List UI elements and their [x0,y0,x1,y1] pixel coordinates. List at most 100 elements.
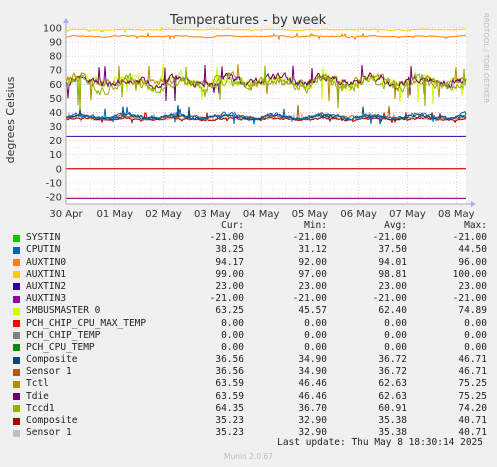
legend-max-value: 44.50 [458,244,487,256]
legend-swatch [13,332,20,340]
y-tick-label: -20 [46,192,62,203]
x-tick-label: 30 Apr [49,209,83,220]
legend-max-value: 40.71 [458,415,487,426]
y-tick-label: 30 [49,122,62,133]
legend-max-value: 46.71 [458,354,487,366]
y-tick-label: 20 [49,136,62,147]
legend-avg-value: 0.00 [384,329,407,341]
series-line [65,31,467,41]
legend-min-value: 46.46 [298,378,327,390]
legend-cur-value: 63.59 [215,378,244,390]
y-tick-label: 70 [49,66,62,77]
legend-max-value: 0.00 [464,329,487,341]
legend-cur-value: 64.35 [215,402,244,414]
legend-min-value: 31.12 [298,244,327,256]
legend-min-value: 23.00 [298,280,327,292]
legend-avg-value: 62.40 [378,305,407,317]
x-tick-label: 06 May [340,209,377,220]
legend-cur-value: 35.23 [215,427,244,439]
legend-row: Tdie 63.59 46.46 62.63 75.25 [12,391,496,403]
legend-avg-value: 94.01 [378,256,407,268]
legend-swatch [13,234,20,242]
legend-row: AUXTIN2 23.00 23.00 23.00 23.00 [12,281,496,293]
legend-series-name: Sensor 1 [26,366,72,378]
legend-rows: SYSTIN -21.00 -21.00 -21.00 -21.00 CPUTIN 38.2… [12,232,496,439]
legend-avg-value: 98.81 [378,268,407,280]
y-tick-label: 0 [56,164,62,175]
legend-min-value: -21.00 [292,293,327,305]
legend-swatch [13,259,20,267]
legend-avg-value: 23.00 [378,280,407,292]
legend-row: AUXTIN3 -21.00 -21.00 -21.00 -21.00 [12,293,496,305]
legend-row: Tctl 63.59 46.46 62.63 75.25 [12,378,496,390]
legend-row: SYSTIN -21.00 -21.00 -21.00 -21.00 [12,232,496,244]
legend-avg-value: 35.38 [378,427,407,439]
series-line [65,27,467,34]
legend-max-value: 75.25 [458,378,487,390]
legend-min-value: 34.90 [298,366,327,378]
legend-series-name: PCH_CPU_TEMP [26,341,95,353]
x-tick-label: 02 May [145,209,182,220]
legend-series-name: Composite [26,354,78,366]
legend-cur-value: 0.00 [221,341,244,353]
legend-cur-value: 38.25 [215,244,244,256]
legend-min-value: 0.00 [304,341,327,353]
legend-avg-value: -21.00 [372,232,407,244]
header-min: Min: [304,220,327,231]
x-tick-label: 03 May [194,209,231,220]
legend-max-value: 74.20 [458,402,487,414]
y-tick-label: 50 [49,94,62,105]
legend-series-name: Tctl [26,378,49,390]
legend-max-value: 0.00 [464,317,487,329]
axes [63,18,476,207]
legend-avg-value: 35.38 [378,415,407,426]
legend-cur-value: 0.00 [221,317,244,329]
legend-swatch [13,283,20,291]
legend-series-name: AUXTIN0 [26,256,67,268]
header-avg: Avg: [384,220,407,231]
legend-max-value: 75.25 [458,390,487,402]
legend-series-name: SMBUSMASTER 0 [26,305,101,317]
y-tick-label: 90 [49,38,62,49]
legend-swatch [13,271,20,279]
last-update: Last update: Thu May 8 18:30:14 2025 [277,437,483,448]
legend-swatch [13,295,20,303]
legend-series-name: CPUTIN [26,244,61,256]
legend-row: PCH_CHIP_TEMP 0.00 0.00 0.00 0.00 [12,330,496,342]
y-axis-arrow [63,18,69,23]
legend-row: AUXTIN0 94.17 92.00 94.01 96.00 [12,257,496,269]
x-tick-labels: 30 Apr 01 May 02 May 03 May 04 May 05 May 06 M… [49,209,474,220]
x-axis-arrow [471,201,476,207]
legend-min-value: 36.70 [298,402,327,414]
legend-series-name: Tdie [26,390,49,402]
legend-avg-value: 36.72 [378,366,407,378]
legend-max-value: 100.00 [452,268,487,280]
legend-avg-value: 0.00 [384,317,407,329]
legend-cur-value: -21.00 [209,232,244,244]
legend-row: PCH_CPU_TEMP 0.00 0.00 0.00 0.00 [12,342,496,354]
legend-swatch [13,246,20,254]
legend-min-value: 46.46 [298,390,327,402]
legend-min-value: 0.00 [304,329,327,341]
legend-swatch [13,380,20,388]
legend-series-name: AUXTIN2 [26,280,67,292]
legend-swatch [13,405,20,413]
legend-cur-value: 36.56 [215,354,244,366]
rrdtool-credit: RRDTOOL / TOBI OETIKER [482,13,490,103]
series-line [65,65,467,112]
legend-cur-value: -21.00 [209,293,244,305]
legend-row: Composite 36.56 34.90 36.72 46.71 [12,354,496,366]
y-tick-label: 40 [49,108,62,119]
series-line [65,106,467,125]
legend-swatch [13,393,20,401]
legend-avg-value: 36.72 [378,354,407,366]
y-tick-label: 10 [49,150,62,161]
legend-min-value: -21.00 [292,232,327,244]
legend-row: PCH_CHIP_CPU_MAX_TEMP 0.00 0.00 0.00 0.00 [12,318,496,330]
y-axis-label: degrees Celsius [4,76,17,163]
chart-title: Temperatures - by week [169,13,327,28]
legend-max-value: 96.00 [458,256,487,268]
legend-avg-value: -21.00 [372,293,407,305]
temperature-chart: Temperatures - by week degrees Celsius R… [4,13,490,220]
legend-min-value: 92.00 [298,256,327,268]
